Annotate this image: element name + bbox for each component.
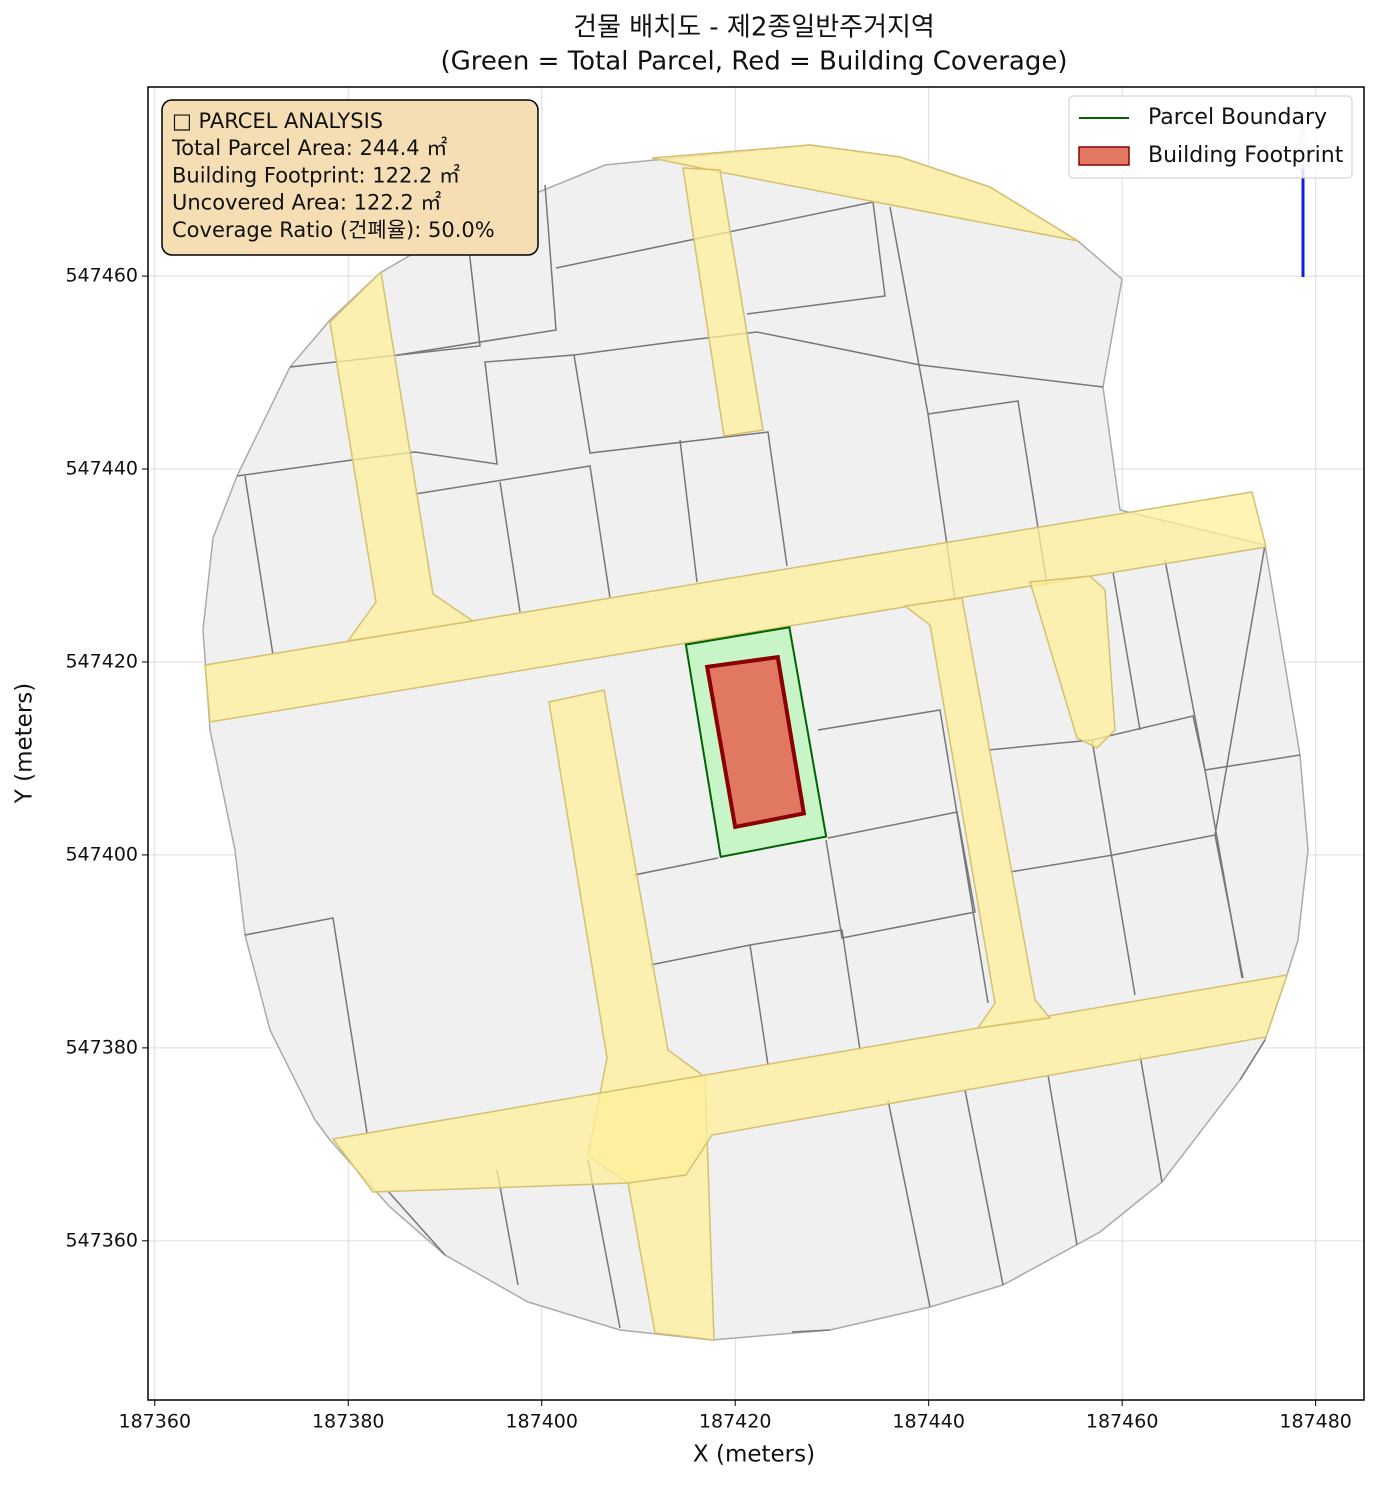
x-tick-label: 187360 (119, 1411, 192, 1433)
info-line: Coverage Ratio (건폐율): 50.0% (172, 218, 495, 242)
axes: 187360 187380 187400 187420 187440 187460 1874… (65, 265, 1351, 1433)
y-tick-label: 547380 (65, 1036, 138, 1058)
x-tick-label: 187420 (699, 1411, 772, 1433)
legend: Parcel Boundary Building Footprint (1068, 95, 1353, 179)
info-line: Total Parcel Area: 244.4 ㎡ (171, 136, 447, 160)
x-tick-label: 187480 (1279, 1411, 1352, 1433)
roads (204, 144, 1289, 1341)
x-tick-label: 187400 (505, 1411, 578, 1433)
y-tick-label: 547460 (65, 265, 138, 287)
chart-subtitle: (Green = Total Parcel, Red = Building Co… (441, 47, 1068, 77)
y-tick-label: 547420 (65, 650, 138, 672)
chart-title: 건물 배치도 - 제2종일반주거지역 (573, 13, 935, 43)
y-tick-label: 547400 (65, 843, 138, 865)
building-polygon (704, 654, 807, 830)
info-line: Building Footprint: 122.2 ㎡ (172, 163, 460, 187)
y-axis-label: Y (meters) (12, 683, 38, 804)
x-axis-label: X (meters) (693, 1442, 815, 1468)
legend-label: Parcel Boundary (1148, 105, 1327, 130)
y-tick-label: 547440 (65, 458, 138, 480)
legend-patch (1078, 146, 1130, 166)
x-tick-label: 187380 (312, 1411, 385, 1433)
x-tick-label: 187460 (1086, 1411, 1159, 1433)
data-layer (684, 626, 828, 859)
parcel-lines (236, 184, 1301, 1333)
y-tick-label: 547360 (65, 1229, 138, 1251)
info-box: □ PARCEL ANALYSIS Total Parcel Area: 244.… (161, 99, 539, 256)
info-line: □ PARCEL ANALYSIS (172, 109, 383, 133)
legend-frame (1068, 95, 1353, 179)
info-box-frame (161, 99, 539, 256)
x-tick-label: 187440 (892, 1411, 965, 1433)
info-line: Uncovered Area: 122.2 ㎡ (172, 191, 441, 215)
legend-label: Building Footprint (1148, 143, 1344, 168)
plot-frame (147, 86, 1365, 1401)
